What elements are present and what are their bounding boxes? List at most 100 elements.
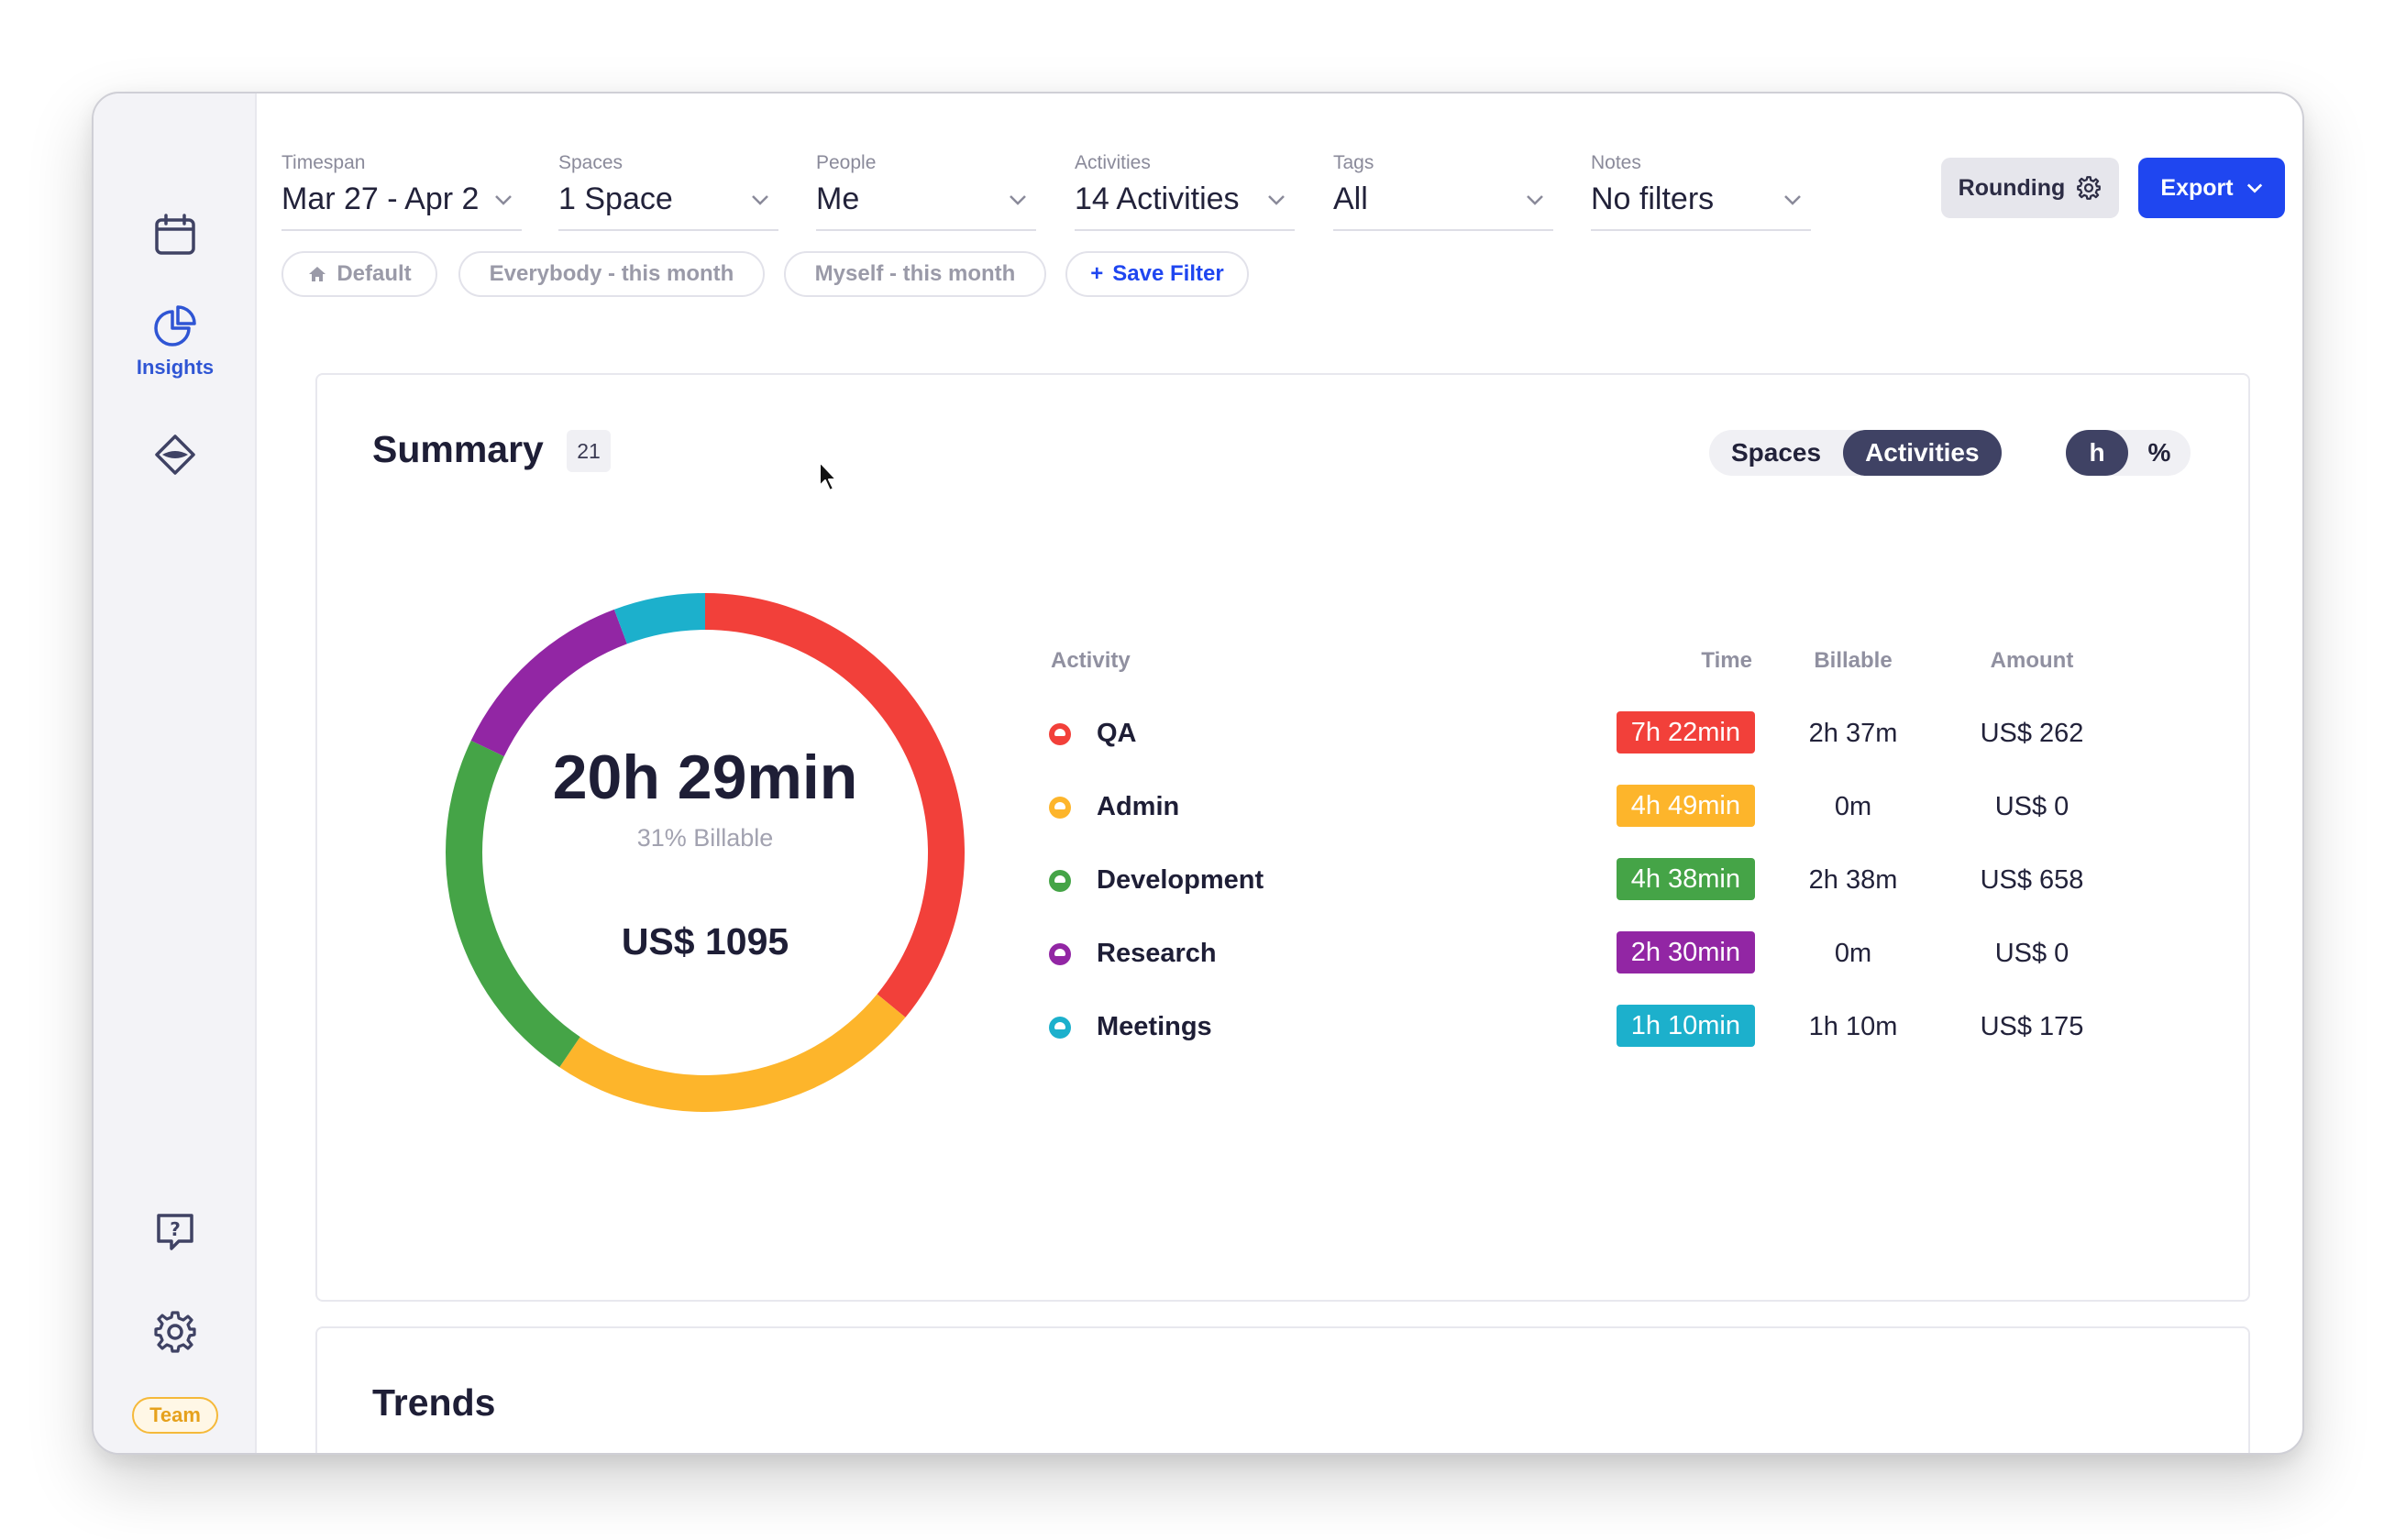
table-row[interactable]: Research 2h 30min 0m US$ 0: [317, 928, 2252, 983]
chip-myself-this-month[interactable]: Myself - this month: [784, 251, 1046, 297]
filter-value: Mar 27 - Apr 2: [281, 182, 480, 216]
chip-label: Default: [337, 261, 412, 286]
activity-amount: US$ 175: [1980, 1012, 2084, 1041]
activity-name: Meetings: [1097, 1012, 1212, 1041]
activity-billable: 0m: [1834, 939, 1872, 968]
activity-color-dot: [1049, 943, 1071, 965]
activity-amount: US$ 0: [1994, 792, 2069, 821]
activity-color-dot: [1049, 1017, 1071, 1039]
trends-title: Trends: [372, 1381, 496, 1424]
sidebar-item-spaces[interactable]: [94, 433, 257, 477]
chevron-down-icon: [1268, 195, 1285, 205]
total-time: 20h 29min: [552, 742, 858, 812]
filter-timespan[interactable]: Timespan Mar 27 - Apr 2: [281, 148, 522, 231]
chip-label: Myself - this month: [814, 261, 1016, 286]
save-filter-button[interactable]: + Save Filter: [1065, 251, 1249, 297]
table-row[interactable]: Admin 4h 49min 0m US$ 0: [317, 781, 2252, 836]
filter-label: Notes: [1591, 152, 1641, 173]
activity-color-dot: [1049, 797, 1071, 819]
plus-icon: +: [1090, 261, 1104, 286]
filter-value: 14 Activities: [1075, 182, 1240, 216]
toggle-hours[interactable]: h: [2066, 430, 2128, 476]
activity-amount: US$ 262: [1980, 719, 2084, 748]
chip-label: Everybody - this month: [489, 261, 734, 286]
column-header-activity: Activity: [1051, 648, 1131, 673]
insights-icon: [154, 305, 196, 346]
view-toggle: Spaces Activities: [1709, 430, 2002, 476]
chip-default[interactable]: Default: [281, 251, 437, 297]
donut-slice-admin[interactable]: [559, 994, 906, 1112]
filter-label: People: [816, 152, 877, 173]
activity-time-badge: 7h 22min: [1616, 711, 1755, 754]
sidebar-item-label: Insights: [136, 356, 215, 379]
activity-time-badge: 1h 10min: [1616, 1005, 1755, 1047]
table-row[interactable]: QA 7h 22min 2h 37m US$ 262: [317, 708, 2252, 763]
activity-time-badge: 4h 38min: [1616, 858, 1755, 900]
filter-value: No filters: [1591, 182, 1715, 216]
filter-tags[interactable]: Tags All: [1333, 148, 1553, 231]
export-button[interactable]: Export: [2138, 158, 2285, 218]
toggle-percent[interactable]: %: [2147, 438, 2171, 467]
trends-card: Trends: [315, 1326, 2250, 1453]
filter-value: All: [1333, 182, 1368, 216]
activity-time-badge: 2h 30min: [1616, 931, 1755, 974]
app-window: Insights ? Team Timespan Mar 27 - Apr 2: [92, 92, 2304, 1455]
activity-name: Development: [1097, 865, 1264, 895]
chip-everybody-this-month[interactable]: Everybody - this month: [458, 251, 765, 297]
activity-name: Research: [1097, 939, 1217, 968]
activity-color-dot: [1049, 723, 1071, 745]
table-row[interactable]: Development 4h 38min 2h 38m US$ 658: [317, 854, 2252, 909]
sidebar-item-calendar[interactable]: [94, 213, 257, 257]
team-badge[interactable]: Team: [132, 1397, 218, 1434]
filter-value: 1 Space: [558, 182, 673, 216]
chevron-down-icon: [1010, 195, 1026, 205]
home-icon: [309, 267, 326, 281]
column-header-time: Time: [1701, 648, 1752, 673]
filter-label: Timespan: [281, 152, 366, 173]
donut-slice-meetings[interactable]: [613, 593, 705, 644]
activity-amount: US$ 0: [1994, 939, 2069, 968]
rounding-button[interactable]: Rounding: [1941, 158, 2119, 218]
donut-slice-development[interactable]: [446, 740, 580, 1068]
activity-name: QA: [1097, 719, 1137, 748]
filter-notes[interactable]: Notes No filters: [1591, 148, 1811, 231]
chip-label: Save Filter: [1112, 261, 1224, 286]
filter-label: Activities: [1075, 152, 1151, 173]
donut-slice-research[interactable]: [470, 609, 627, 757]
summary-count-badge: 21: [567, 430, 611, 472]
export-label: Export: [2160, 174, 2234, 201]
filter-value: Me: [816, 182, 860, 216]
chevron-down-icon: [1527, 195, 1543, 205]
filter-label: Spaces: [558, 152, 624, 173]
svg-text:?: ?: [170, 1218, 181, 1240]
unit-toggle: h %: [2066, 430, 2191, 476]
sidebar-item-insights[interactable]: Insights: [94, 304, 257, 380]
chevron-down-icon: [1784, 195, 1801, 205]
rounding-label: Rounding: [1958, 174, 2066, 201]
activity-billable: 2h 38m: [1808, 865, 1898, 895]
total-amount: US$ 1095: [621, 920, 789, 962]
filter-people[interactable]: People Me: [816, 148, 1036, 231]
summary-card: Summary 21 Spaces Activities h % 20h 29m…: [315, 373, 2250, 1302]
help-icon: ?: [157, 1214, 193, 1250]
toggle-spaces[interactable]: Spaces: [1731, 438, 1822, 467]
donut-slice-qa[interactable]: [705, 593, 965, 1018]
chevron-down-icon: [752, 195, 768, 205]
chevron-down-icon: [2246, 183, 2262, 193]
sidebar-item-settings[interactable]: [94, 1309, 257, 1355]
gear-icon: [154, 1311, 196, 1353]
filter-activities[interactable]: Activities 14 Activities: [1075, 148, 1295, 231]
table-row[interactable]: Meetings 1h 10min 1h 10m US$ 175: [317, 1001, 2252, 1056]
sidebar-item-help[interactable]: ?: [94, 1210, 257, 1254]
calendar-icon: [155, 214, 195, 255]
filter-spaces[interactable]: Spaces 1 Space: [558, 148, 778, 231]
summary-title: Summary: [372, 428, 544, 470]
donut-chart: [446, 593, 965, 1112]
billable-percent: 31% Billable: [636, 824, 774, 852]
mouse-cursor-icon: [819, 461, 837, 491]
toggle-activities[interactable]: Activities: [1843, 430, 2002, 476]
activity-billable: 0m: [1834, 792, 1872, 821]
activity-time-badge: 4h 49min: [1616, 785, 1755, 827]
activity-color-dot: [1049, 870, 1071, 892]
activity-name: Admin: [1097, 792, 1180, 821]
